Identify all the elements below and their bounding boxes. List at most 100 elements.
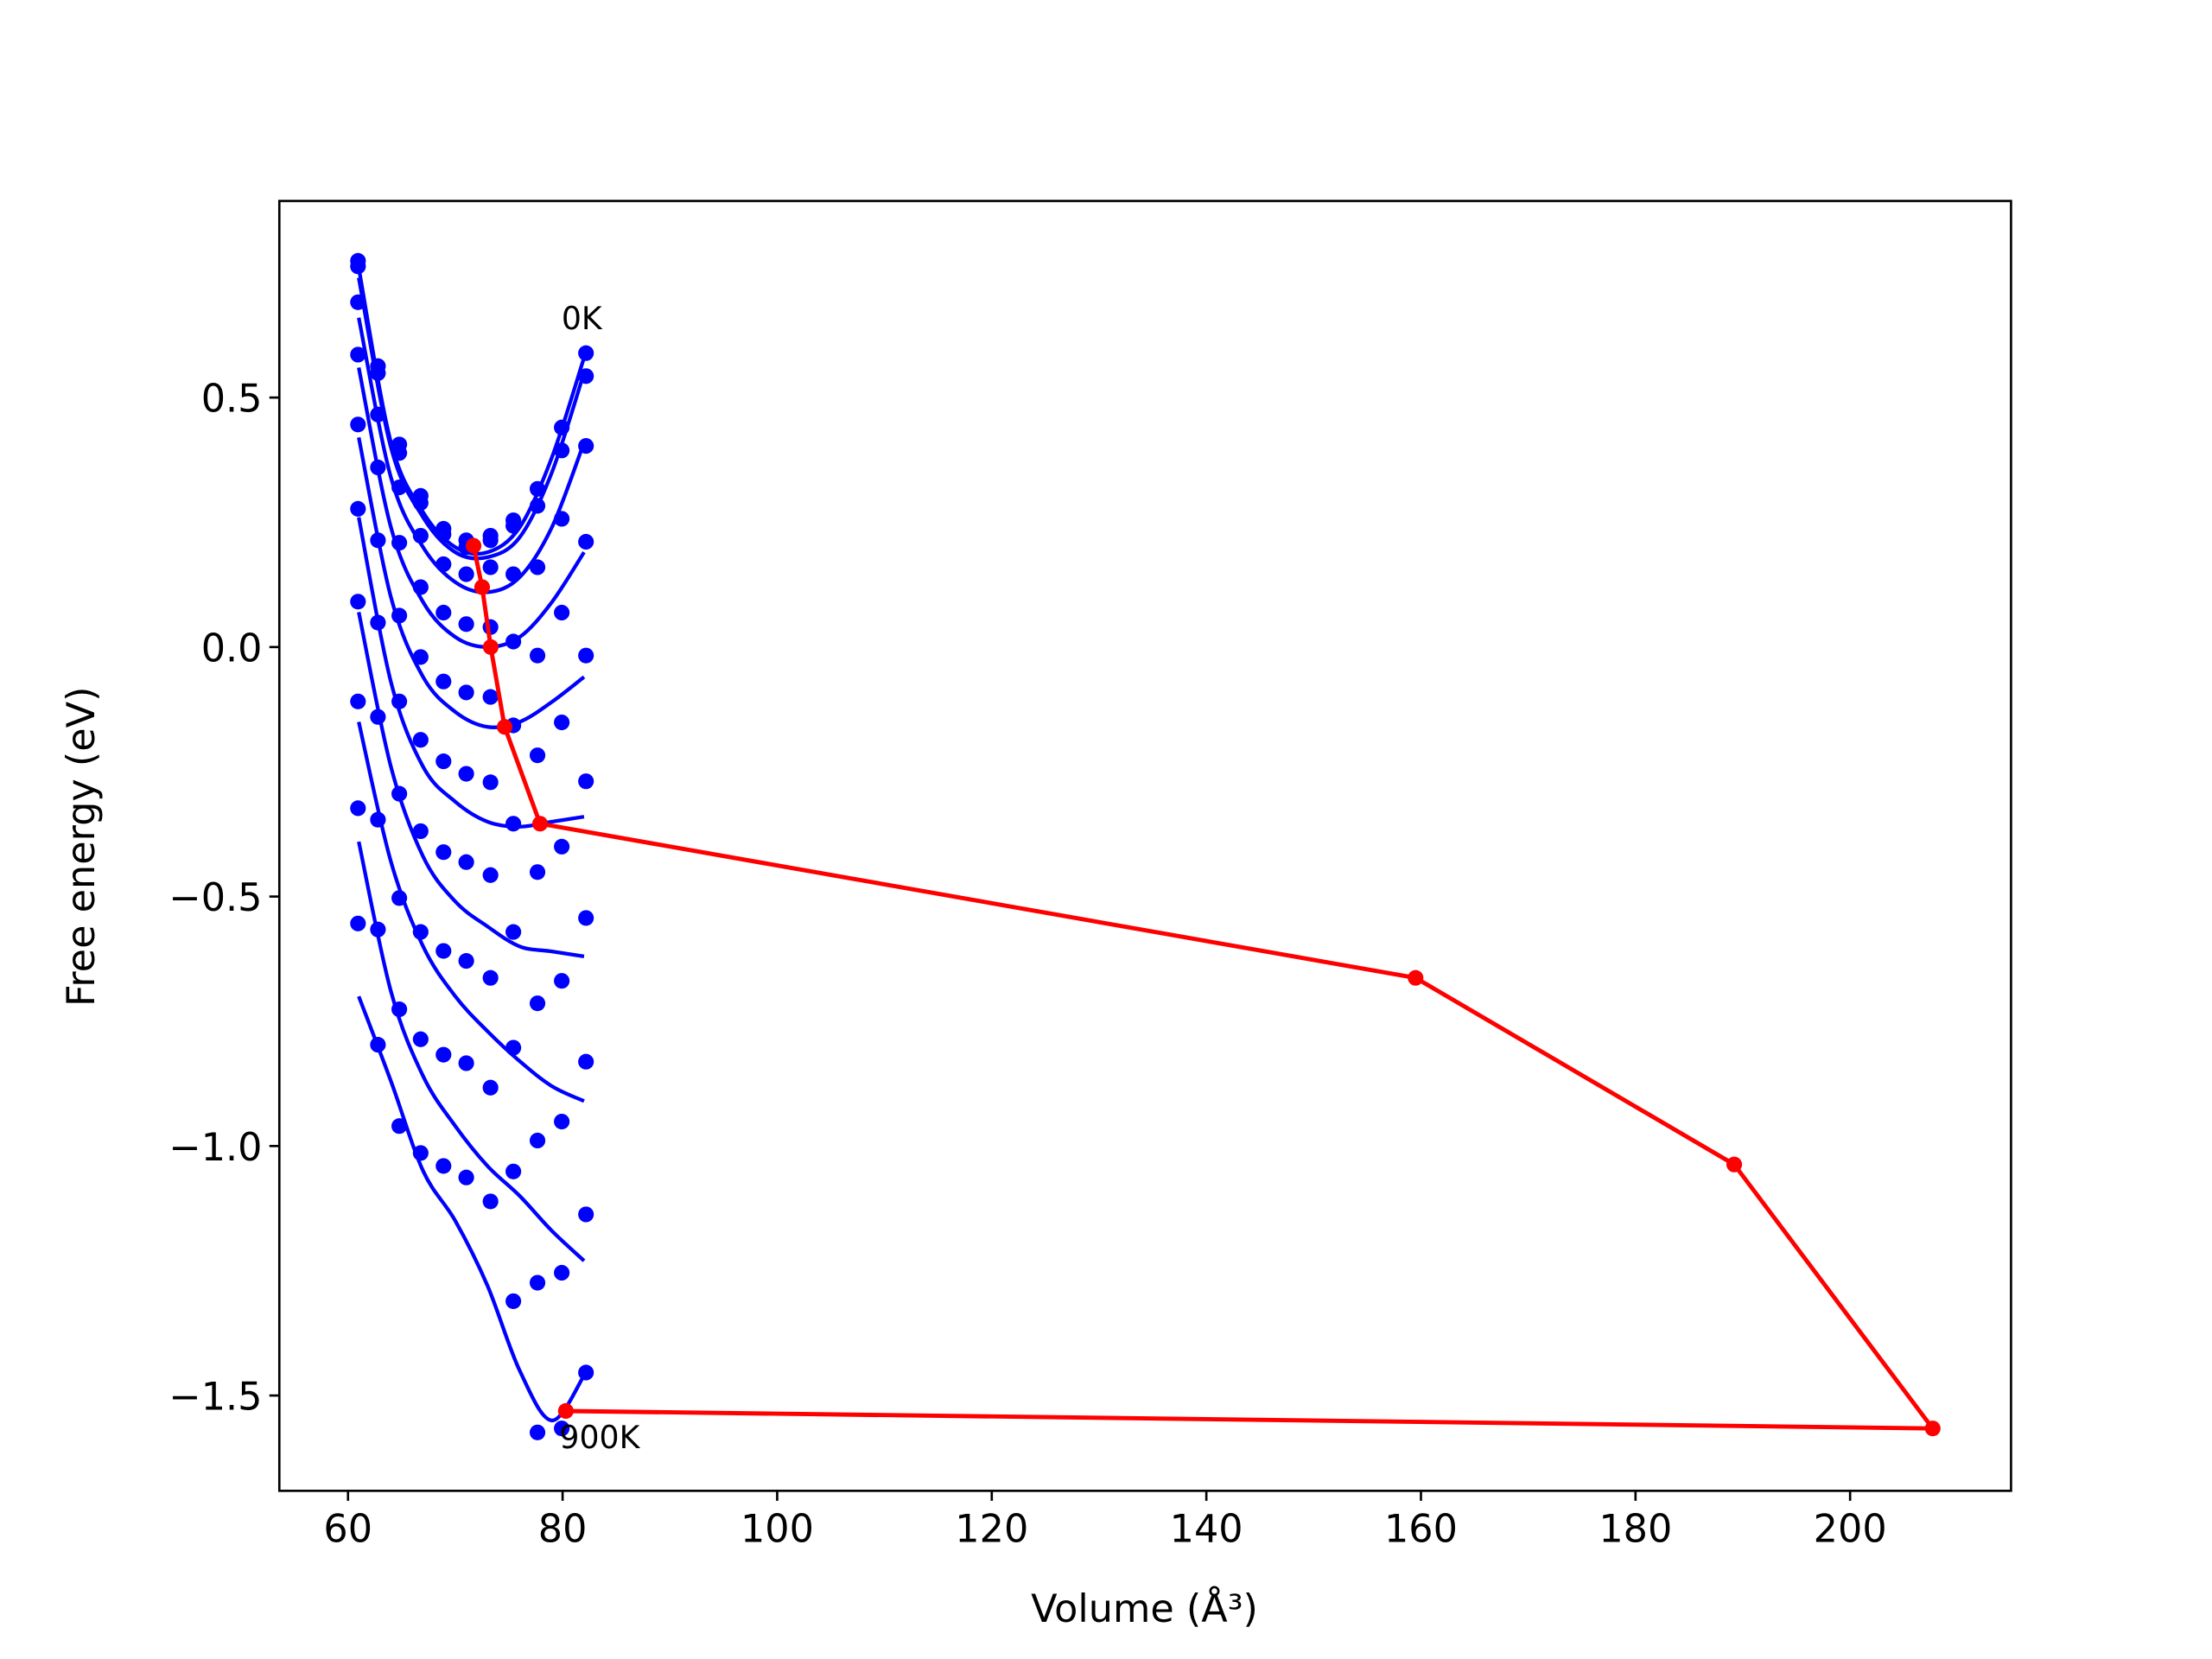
data-point (412, 1031, 429, 1047)
data-point (350, 594, 366, 610)
minimum-point (465, 537, 482, 554)
data-point (554, 511, 570, 527)
y-tick-label: −1.0 (168, 1125, 262, 1170)
minimum-point (474, 579, 491, 595)
fit-curve (357, 436, 586, 729)
y-tick-label: −0.5 (168, 875, 262, 920)
data-point (458, 1169, 474, 1185)
data-point (529, 747, 546, 764)
data-point (529, 864, 546, 880)
data-point (529, 498, 546, 514)
data-point (391, 890, 408, 906)
data-point (482, 689, 499, 705)
x-tick-label: 200 (1814, 1507, 1887, 1552)
data-point (435, 526, 452, 543)
data-point (458, 616, 474, 632)
data-point (578, 647, 594, 664)
data-point (435, 1046, 452, 1063)
data-point (529, 995, 546, 1012)
data-point (370, 709, 386, 725)
minimum-point (1924, 1421, 1941, 1437)
data-point (435, 844, 452, 861)
data-point (458, 766, 474, 782)
minimum-point (496, 719, 513, 735)
data-point (554, 1113, 570, 1130)
y-tick-label: −1.5 (168, 1375, 262, 1420)
data-point (370, 1037, 386, 1053)
data-point (554, 1421, 570, 1437)
x-tick-label: 180 (1599, 1507, 1672, 1552)
data-point (370, 459, 386, 476)
data-point (578, 533, 594, 550)
x-tick-label: 80 (538, 1507, 588, 1552)
data-point (529, 1132, 546, 1149)
data-point (435, 556, 452, 573)
minimum-point (482, 639, 499, 655)
x-tick-label: 160 (1384, 1507, 1458, 1552)
data-point (412, 732, 429, 748)
annotation: 900K (559, 1419, 640, 1456)
axes-frame (277, 200, 2012, 1492)
data-point (370, 365, 386, 381)
data-point (554, 604, 570, 621)
data-point (350, 416, 366, 433)
minimum-point (1408, 969, 1424, 986)
data-point (505, 924, 522, 940)
data-point (505, 566, 522, 582)
data-point (482, 1193, 499, 1210)
data-point (370, 921, 386, 938)
data-point (529, 480, 546, 497)
fit-curve (357, 995, 586, 1423)
data-point (578, 438, 594, 454)
fit-curve (357, 317, 586, 594)
data-point (350, 258, 366, 275)
data-point (370, 532, 386, 549)
data-point (482, 559, 499, 575)
minimum-point (531, 816, 549, 832)
data-point (578, 368, 594, 385)
data-point (554, 419, 570, 435)
data-point (391, 1001, 408, 1018)
data-point (350, 346, 366, 363)
y-axis-label: Free energy (eV) (59, 687, 104, 1007)
data-point (458, 854, 474, 870)
x-tick-label: 120 (955, 1507, 1028, 1552)
data-point (458, 566, 474, 582)
data-point (554, 838, 570, 855)
y-tick-label: 0.5 (201, 377, 263, 422)
x-tick-label: 140 (1170, 1507, 1243, 1552)
data-point (412, 924, 429, 940)
data-point (578, 345, 594, 361)
fit-curve (357, 721, 585, 1103)
data-point (505, 1293, 522, 1309)
data-point (458, 953, 474, 969)
data-point (482, 1079, 499, 1096)
data-point (505, 518, 522, 534)
x-tick-label: 100 (741, 1507, 814, 1552)
data-point (435, 1158, 452, 1174)
data-point (391, 445, 408, 461)
data-point (350, 500, 366, 517)
fit-curve (357, 277, 586, 561)
data-point (391, 785, 408, 802)
data-point (391, 479, 408, 496)
x-tick-label: 60 (323, 1507, 372, 1552)
data-point (578, 773, 594, 790)
data-point (412, 823, 429, 840)
data-point (529, 647, 546, 664)
data-point (435, 673, 452, 690)
data-point (370, 614, 386, 631)
data-point (482, 532, 499, 549)
data-point (578, 910, 594, 926)
data-point (391, 1118, 408, 1135)
fit-curve (357, 367, 586, 649)
data-point (458, 684, 474, 701)
data-point (482, 867, 499, 883)
data-point (391, 693, 408, 709)
data-point (370, 406, 386, 423)
data-point (435, 604, 452, 621)
data-point (578, 1053, 594, 1070)
data-point (412, 1145, 429, 1161)
